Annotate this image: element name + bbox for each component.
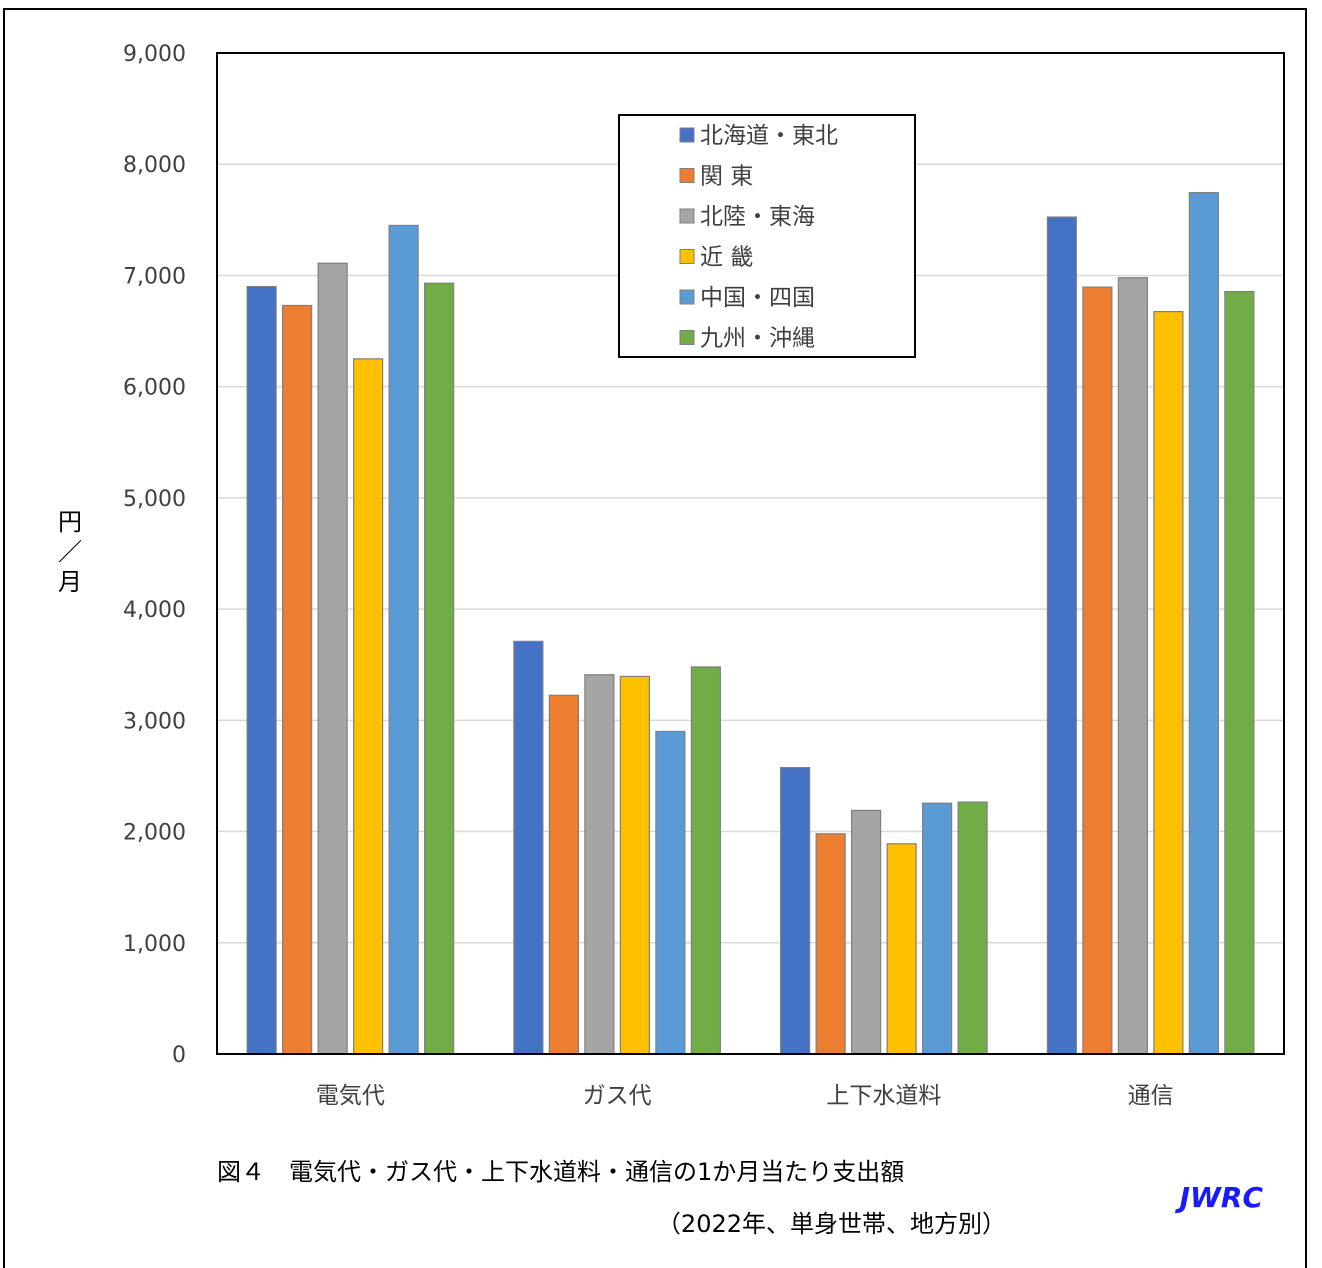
bar <box>513 640 544 1055</box>
bar <box>317 262 348 1055</box>
bar <box>424 282 455 1055</box>
y-tick-label: 3,000 <box>123 709 186 734</box>
bar <box>619 675 650 1055</box>
bar <box>1046 216 1077 1055</box>
legend-label: 関 東 <box>700 164 753 190</box>
y-tick-label: 9,000 <box>123 42 186 67</box>
caption-title: 図４ 電気代・ガス代・上下水道料・通信の1か月当たり支出額 <box>217 1158 904 1186</box>
y-tick-label: 0 <box>172 1043 186 1068</box>
bar <box>1188 191 1219 1055</box>
legend-swatch <box>679 168 695 183</box>
x-axis-categories: 電気代 ガス代 上下水道料 通信 <box>316 1083 1174 1109</box>
y-axis-ticks: 0 1,000 2,000 3,000 4,000 5,000 6,000 7,000 8,00… <box>123 42 186 1068</box>
legend-label: 北海道・東北 <box>700 123 838 149</box>
bar <box>957 801 988 1055</box>
bar <box>815 833 846 1055</box>
bar <box>851 809 882 1055</box>
x-category-label: 電気代 <box>316 1083 385 1109</box>
bars <box>246 191 1255 1055</box>
y-axis-label: 円／月 <box>58 508 82 596</box>
legend-swatch <box>679 330 695 345</box>
y-tick-label: 2,000 <box>123 821 186 846</box>
figure-border <box>3 8 1307 1268</box>
y-axis-label-char: ／ <box>58 538 82 566</box>
bar <box>1117 277 1148 1055</box>
legend-swatch <box>679 249 695 264</box>
bar <box>655 730 686 1055</box>
bar <box>886 843 917 1055</box>
y-tick-label: 5,000 <box>123 487 186 512</box>
y-tick-label: 8,000 <box>123 153 186 178</box>
x-category-label: 上下水道料 <box>826 1083 941 1109</box>
brand-logo: JWRC <box>1175 1181 1264 1214</box>
caption-subtitle: （2022年、単身世帯、地方別） <box>657 1210 1006 1238</box>
bar <box>388 224 419 1055</box>
legend-label: 近 畿 <box>700 245 753 271</box>
x-category-label: 通信 <box>1128 1083 1174 1109</box>
bar <box>282 304 313 1055</box>
x-category-label: ガス代 <box>583 1083 652 1109</box>
bar <box>548 694 579 1055</box>
legend-swatch <box>679 208 695 224</box>
legend-label: 九州・沖縄 <box>700 326 815 352</box>
y-tick-label: 6,000 <box>123 376 186 401</box>
y-axis-label-char: 円 <box>58 508 82 536</box>
legend-swatch <box>679 127 695 143</box>
bar <box>1224 290 1255 1055</box>
bar <box>1153 310 1184 1055</box>
bar <box>922 802 953 1055</box>
bar <box>246 285 277 1055</box>
bar <box>584 674 615 1055</box>
legend-label: 中国・四国 <box>700 285 815 311</box>
plot-area-border <box>216 52 1285 1055</box>
legend-box <box>618 114 916 358</box>
bar <box>353 358 384 1055</box>
legend-swatch <box>679 289 695 305</box>
y-tick-label: 7,000 <box>123 264 186 289</box>
legend-label: 北陸・東海 <box>700 204 815 230</box>
bar <box>1082 286 1113 1055</box>
y-axis-label-char: 月 <box>58 568 82 596</box>
y-tick-label: 1,000 <box>123 932 186 957</box>
y-tick-label: 4,000 <box>123 598 186 623</box>
bar <box>690 666 721 1055</box>
bar <box>780 767 811 1055</box>
